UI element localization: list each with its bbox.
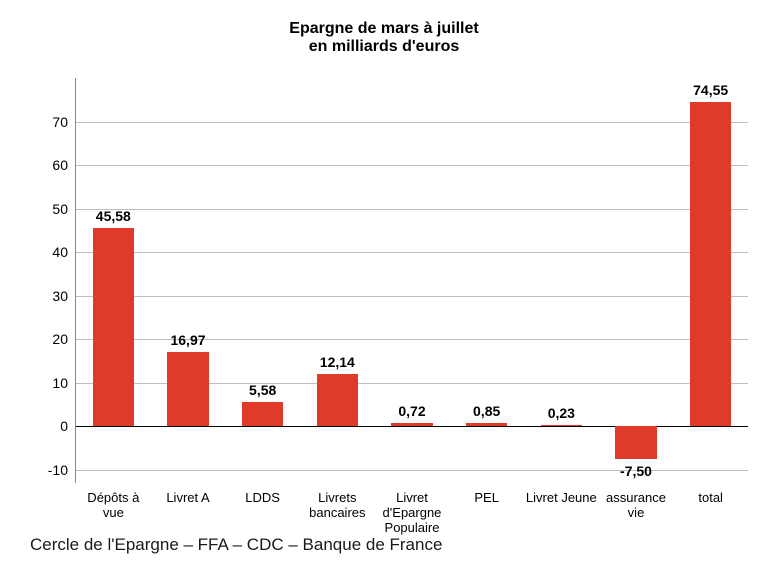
y-tick-label: 20 <box>52 331 76 347</box>
data-label: -7,50 <box>620 463 652 479</box>
bar <box>541 425 582 426</box>
y-tick-label: 30 <box>52 288 76 304</box>
y-tick-label: 40 <box>52 244 76 260</box>
bar <box>615 426 656 459</box>
y-tick-label: 60 <box>52 157 76 173</box>
gridline <box>76 252 748 253</box>
chart-title-line2: en milliards d'euros <box>0 38 768 56</box>
data-label: 0,23 <box>548 405 575 421</box>
source-caption: Cercle de l'Epargne – FFA – CDC – Banque… <box>30 535 442 555</box>
bar <box>167 352 208 426</box>
gridline <box>76 209 748 210</box>
x-tick-label: Livret Jeune <box>526 491 597 506</box>
chart-title-line1: Epargne de mars à juillet <box>0 20 768 38</box>
x-tick-label: Livret d'Epargne Populaire <box>377 491 448 536</box>
gridline <box>76 165 748 166</box>
bar <box>391 423 432 426</box>
bar <box>242 402 283 426</box>
x-tick-label: LDDS <box>227 491 298 506</box>
data-label: 5,58 <box>249 382 276 398</box>
x-tick-label: assurance vie <box>601 491 672 521</box>
data-label: 12,14 <box>320 354 355 370</box>
gridline <box>76 296 748 297</box>
chart-container: Epargne de mars à juillet en milliards d… <box>0 0 768 571</box>
y-tick-label: -10 <box>48 462 76 478</box>
x-tick-label: Livrets bancaires <box>302 491 373 521</box>
y-tick-label: 10 <box>52 375 76 391</box>
x-tick-label: Dépôts à vue <box>78 491 149 521</box>
bar <box>690 102 731 427</box>
bar <box>466 423 507 427</box>
gridline <box>76 122 748 123</box>
data-label: 45,58 <box>96 208 131 224</box>
data-label: 0,85 <box>473 403 500 419</box>
bar <box>317 374 358 427</box>
x-tick-label: Livret A <box>153 491 224 506</box>
plot-area: -1001020304050607045,58Dépôts à vue16,97… <box>75 78 748 483</box>
data-label: 16,97 <box>170 332 205 348</box>
x-tick-label: total <box>675 491 746 506</box>
x-tick-label: PEL <box>451 491 522 506</box>
y-tick-label: 50 <box>52 201 76 217</box>
y-tick-label: 70 <box>52 114 76 130</box>
data-label: 0,72 <box>398 403 425 419</box>
data-label: 74,55 <box>693 82 728 98</box>
bar <box>93 228 134 426</box>
y-tick-label: 0 <box>60 418 76 434</box>
